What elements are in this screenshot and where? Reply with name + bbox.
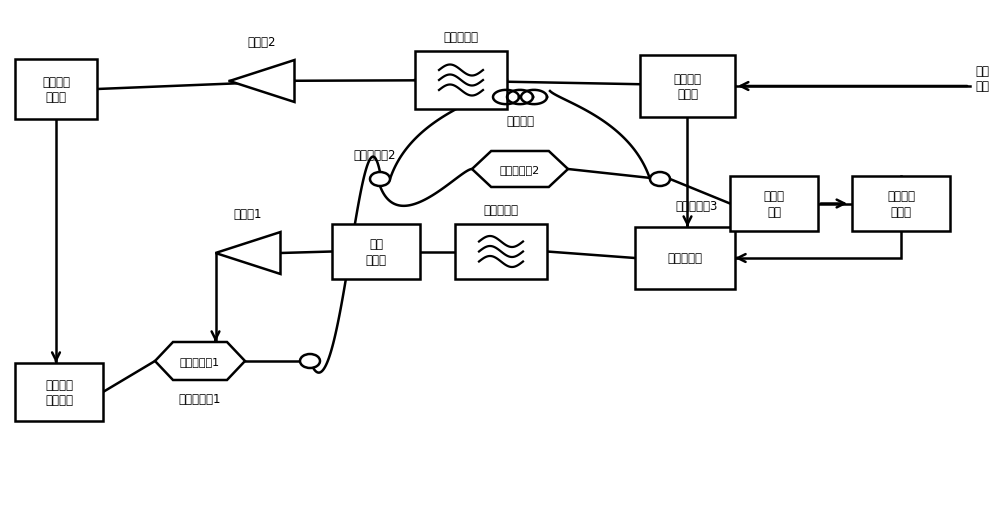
Text: 数字鉴相器: 数字鉴相器 [667,252,702,265]
Text: 保偏耦合器1: 保偏耦合器1 [179,392,221,405]
FancyBboxPatch shape [415,52,507,110]
Polygon shape [155,343,245,380]
Text: 实时频谱
分析仪: 实时频谱 分析仪 [887,190,915,218]
Ellipse shape [300,354,320,369]
FancyBboxPatch shape [332,224,420,279]
FancyBboxPatch shape [15,363,103,421]
Polygon shape [230,61,295,103]
Text: 声光移频器2: 声光移频器2 [500,165,540,175]
Text: 声光移频器1: 声光移频器1 [180,356,220,366]
Text: 窄线宽光
纤激光器: 窄线宽光 纤激光器 [45,378,73,406]
Text: 环路滤波器: 环路滤波器 [444,31,479,44]
Text: 保偏耦合器3: 保偏耦合器3 [675,200,717,213]
Text: 光电探
测器: 光电探 测器 [764,190,784,218]
Text: 参考
信号: 参考 信号 [975,65,989,93]
FancyBboxPatch shape [852,177,950,232]
Text: 放大器1: 放大器1 [234,208,262,220]
Text: 放大器2: 放大器2 [248,36,276,49]
FancyBboxPatch shape [730,177,818,232]
Text: 任意波形
发生器: 任意波形 发生器 [673,73,701,101]
Text: 延迟光纤: 延迟光纤 [506,115,534,128]
FancyBboxPatch shape [455,224,547,279]
Ellipse shape [650,173,670,187]
Ellipse shape [370,173,390,187]
FancyBboxPatch shape [640,56,735,118]
Text: 保偏耦合器2: 保偏耦合器2 [354,149,396,162]
FancyBboxPatch shape [15,60,97,120]
Text: 压电陶瓷
驱动器: 压电陶瓷 驱动器 [42,76,70,104]
FancyBboxPatch shape [635,228,735,290]
Text: 压控
振荡器: 压控 振荡器 [366,238,387,266]
Polygon shape [216,233,281,274]
Text: 环路滤波器: 环路滤波器 [484,204,518,216]
Polygon shape [472,152,568,188]
